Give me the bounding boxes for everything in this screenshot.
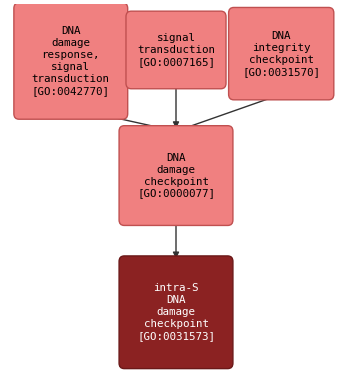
FancyBboxPatch shape: [14, 3, 128, 119]
FancyBboxPatch shape: [119, 256, 233, 369]
FancyBboxPatch shape: [119, 126, 233, 225]
FancyBboxPatch shape: [228, 8, 334, 100]
Text: signal
transduction
[GO:0007165]: signal transduction [GO:0007165]: [137, 33, 215, 67]
FancyBboxPatch shape: [126, 11, 226, 89]
Text: DNA
damage
checkpoint
[GO:0000077]: DNA damage checkpoint [GO:0000077]: [137, 153, 215, 199]
Text: intra-S
DNA
damage
checkpoint
[GO:0031573]: intra-S DNA damage checkpoint [GO:003157…: [137, 283, 215, 341]
Text: DNA
damage
response,
signal
transduction
[GO:0042770]: DNA damage response, signal transduction…: [32, 26, 110, 96]
Text: DNA
integrity
checkpoint
[GO:0031570]: DNA integrity checkpoint [GO:0031570]: [242, 31, 320, 77]
